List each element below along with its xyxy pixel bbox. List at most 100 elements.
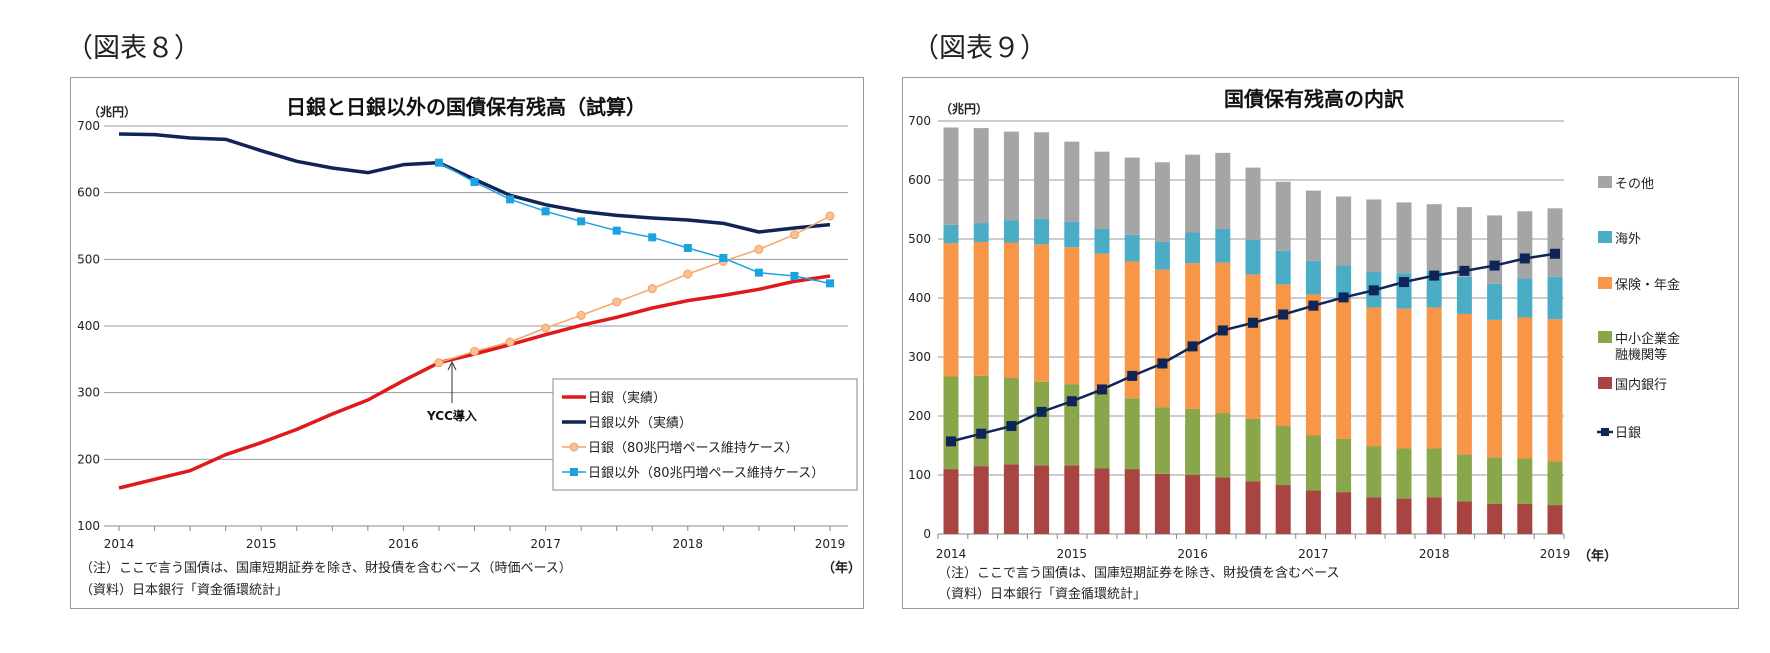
chart-8-legend	[552, 378, 858, 491]
bar-segment-3	[1396, 308, 1412, 449]
bar-segment-1	[943, 469, 959, 534]
bar-segment-5	[1487, 215, 1503, 284]
bar-segment-3	[1124, 261, 1140, 399]
bar-segment-5	[1245, 167, 1261, 240]
boj-marker	[946, 436, 956, 447]
bar-segment-1	[1336, 492, 1352, 534]
data-point-circle	[647, 284, 657, 294]
bar-segment-2	[1517, 458, 1533, 504]
boj-marker	[1036, 406, 1047, 417]
boj-marker	[976, 428, 987, 439]
bar-segment-3	[973, 241, 989, 376]
bar-segment-2	[1366, 446, 1382, 498]
figure-9-label: （図表９）	[912, 33, 1047, 64]
legend-label: 日銀以外（80兆円増ペース維持ケース）	[588, 466, 824, 481]
bar-segment-3	[1426, 307, 1442, 449]
data-point-circle	[470, 346, 479, 356]
y-tick-label: 700	[908, 114, 931, 128]
bar-segment-3	[1336, 299, 1352, 440]
bar-segment-4	[1034, 218, 1050, 245]
legend-marker	[569, 442, 579, 452]
legend-label: 融機関等	[1615, 347, 1667, 363]
bar-segment-3	[1245, 274, 1261, 419]
x-tick-label: 2014	[104, 537, 135, 551]
boj-marker	[1006, 421, 1017, 432]
bar-segment-1	[1366, 497, 1382, 534]
legend-label: 保険・年金	[1615, 277, 1680, 293]
data-point-square	[541, 207, 550, 216]
bar-segment-2	[1305, 435, 1321, 491]
boj-marker	[1217, 325, 1228, 336]
legend-label: 中小企業金	[1615, 331, 1680, 347]
boj-marker	[1248, 317, 1258, 328]
bar-segment-2	[1336, 439, 1352, 493]
boj-marker	[1338, 292, 1349, 303]
bar-segment-1	[1245, 481, 1261, 534]
bar-segment-5	[1366, 199, 1382, 273]
bar-segment-1	[1426, 497, 1442, 534]
bar-segment-5	[1275, 181, 1291, 251]
bar-segment-4	[1275, 250, 1291, 285]
bar-segment-5	[1396, 202, 1412, 274]
bar-segment-2	[973, 375, 989, 467]
chart-9-title: 国債保有残高の内訳	[1224, 87, 1405, 111]
bar-segment-2	[1124, 398, 1140, 470]
boj-marker	[1368, 285, 1379, 296]
bar-segment-4	[1547, 276, 1563, 320]
data-point-square	[826, 279, 834, 288]
bar-segment-1	[1456, 501, 1472, 534]
y-tick-label: 500	[77, 252, 100, 266]
y-tick-label: 100	[77, 519, 100, 533]
legend-marker	[570, 468, 578, 476]
series-line-4	[438, 162, 831, 285]
bar-segment-3	[1215, 262, 1231, 414]
legend-swatch	[1598, 331, 1612, 343]
y-tick-label: 100	[908, 468, 931, 482]
bar-segment-5	[1154, 162, 1170, 242]
bar-segment-1	[1487, 503, 1503, 534]
bar-segment-3	[1034, 244, 1050, 382]
bar-segment-4	[1094, 228, 1110, 254]
y-tick-label: 300	[908, 350, 931, 364]
chart-9-source: （資料）日本銀行「資金循環統計」	[938, 586, 1146, 602]
bar-segment-4	[1456, 276, 1472, 314]
bar-segment-3	[1456, 313, 1472, 455]
boj-marker	[1519, 253, 1530, 264]
bar-segment-4	[1305, 260, 1321, 295]
y-tick-label: 0	[923, 527, 931, 541]
bar-segment-3	[1185, 263, 1201, 409]
bar-segment-2	[943, 376, 959, 470]
bar-segment-2	[1396, 448, 1412, 499]
bar-segment-3	[943, 243, 959, 377]
chart-8-y-unit: （兆円）	[88, 104, 136, 119]
y-tick-label: 600	[77, 186, 100, 200]
y-tick-label: 300	[77, 386, 100, 400]
x-tick-label: 2017	[530, 537, 561, 551]
bar-segment-5	[1456, 207, 1472, 277]
bar-segment-5	[1336, 196, 1352, 266]
data-point-circle	[541, 323, 551, 333]
data-point-circle	[789, 230, 799, 240]
bar-segment-4	[1245, 239, 1261, 275]
bar-segment-5	[1124, 157, 1140, 235]
bar-segment-5	[1034, 132, 1050, 219]
x-tick-label: 2015	[1057, 547, 1088, 561]
chart-8-frame	[70, 77, 864, 609]
boj-marker	[1066, 396, 1077, 407]
bar-segment-1	[973, 466, 989, 534]
x-tick-label: 2017	[1298, 547, 1329, 561]
bar-segment-2	[1245, 418, 1261, 482]
chart-9-y-unit: （兆円）	[940, 101, 988, 116]
chart-8-x-unit: （年）	[822, 560, 861, 576]
data-point-circle	[505, 337, 515, 347]
bar-segment-4	[1003, 220, 1019, 243]
bar-segment-2	[1154, 407, 1170, 474]
bar-segment-3	[1003, 242, 1019, 378]
y-tick-label: 400	[908, 291, 931, 305]
bar-segment-2	[1487, 457, 1503, 504]
bar-segment-5	[1003, 131, 1019, 221]
chart-8-source: （資料）日本銀行「資金循環統計」	[80, 582, 288, 598]
boj-marker	[1550, 248, 1560, 259]
legend-label: 日銀以外（実績）	[588, 415, 692, 431]
